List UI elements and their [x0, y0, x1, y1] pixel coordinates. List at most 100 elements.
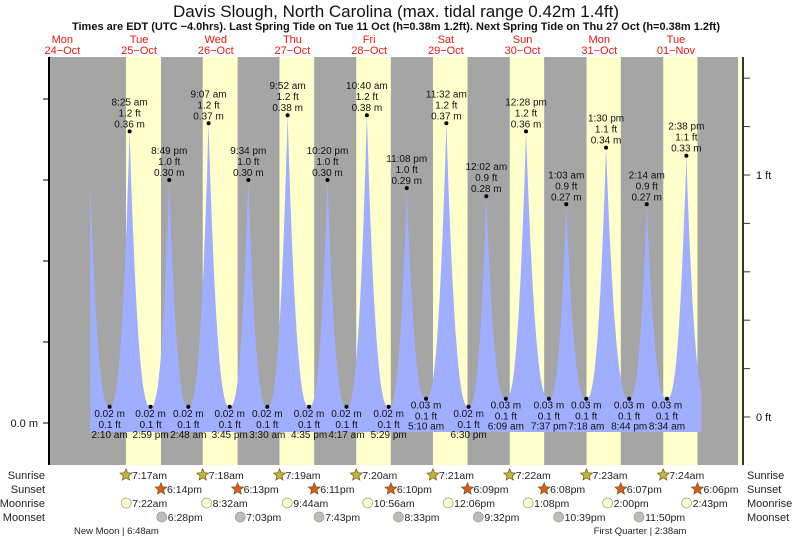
high-tide-label: 12:02 am: [465, 162, 507, 173]
sunrise-time: 7:17am: [132, 470, 167, 482]
low-tide-label: 6:09 am: [488, 422, 524, 433]
moonrise-time: 2:43pm: [693, 498, 728, 510]
low-tide-label: 0.03 m: [571, 401, 602, 412]
high-tide-label: 1.2 ft: [277, 92, 299, 103]
day-label: Tue: [667, 34, 686, 46]
high-tide-point: [524, 129, 529, 134]
date-label: 25−Oct: [121, 45, 157, 57]
high-tide-label: 0.27 m: [551, 192, 582, 203]
moonrise-time: 12:06pm: [454, 498, 495, 510]
high-tide-label: 1.0 ft: [396, 165, 418, 176]
chart-subtitle: Times are EDT (UTC −4.0hrs). Last Spring…: [72, 21, 720, 33]
high-tide-label: 0.29 m: [391, 176, 422, 187]
sunset-time: 6:11pm: [320, 484, 354, 496]
low-tide-label: 0.03 m: [534, 401, 565, 412]
low-tide-label: 0.02 m: [373, 409, 404, 420]
moonrise-icon: [442, 497, 454, 509]
high-tide-label: 8:49 pm: [151, 146, 187, 157]
sunrise-icon: [656, 467, 670, 481]
high-tide-point: [404, 186, 409, 191]
high-tide-point: [127, 129, 132, 134]
moonrise-time: 9:44am: [293, 498, 328, 510]
low-tide-label: 0.02 m: [331, 409, 362, 420]
moonrise-icon: [281, 497, 293, 509]
sunrise-time: 7:18am: [209, 470, 244, 482]
low-tide-label: 3:30 am: [249, 430, 285, 441]
sunset-icon: [460, 481, 475, 495]
sunset-icon: [307, 481, 321, 495]
sunrise-time: 7:23am: [592, 470, 627, 482]
low-tide-label: 0.1 ft: [618, 412, 640, 423]
moonrise-icon: [522, 497, 534, 509]
sunset-icon: [537, 481, 551, 495]
high-tide-label: 0.27 m: [631, 192, 662, 203]
sunset-icon: [614, 481, 628, 495]
low-tide-label: 0.1 ft: [656, 412, 678, 423]
sunset-row-label-right: Sunset: [747, 484, 781, 496]
high-tide-label: 11:32 am: [426, 89, 467, 100]
low-tide-point: [186, 404, 191, 409]
low-tide-label: 4:17 am: [328, 430, 364, 441]
moonset-icon: [313, 511, 325, 523]
low-tide-label: 3:45 pm: [212, 430, 248, 441]
moonrise-row-label-right: Moonrise: [747, 498, 792, 510]
low-tide-point: [664, 396, 669, 401]
sunset-time: 6:14pm: [167, 484, 202, 496]
moon-phase-label: First Quarter | 2:38am: [594, 526, 687, 537]
high-tide-label: 0.9 ft: [636, 181, 658, 192]
high-tide-label: 0.38 m: [272, 103, 303, 114]
moonrise-row-label: Moonrise: [0, 498, 45, 510]
sunset-icon: [230, 481, 245, 495]
high-tide-label: 0.36 m: [511, 119, 542, 130]
sunrise-row-label: Sunrise: [8, 470, 45, 482]
low-tide-point: [503, 396, 508, 401]
sunrise-time: 7:19am: [285, 470, 320, 482]
low-tide-label: 0.1 ft: [98, 420, 120, 431]
low-tide-label: 5:10 am: [408, 422, 444, 433]
low-tide-point: [307, 404, 312, 409]
high-tide-label: 0.28 m: [471, 184, 502, 195]
high-tide-label: 1.0 ft: [158, 157, 180, 168]
high-tide-label: 9:07 am: [190, 89, 226, 100]
date-label: 29−Oct: [428, 45, 464, 57]
sunset-icon: [154, 481, 168, 495]
sunrise-icon: [349, 467, 363, 481]
tide-area: [90, 115, 702, 432]
low-tide-label: 7:37 pm: [531, 422, 567, 433]
high-tide-label: 1.1 ft: [595, 125, 617, 136]
moonset-row-label: Moonset: [3, 512, 45, 524]
moonset-time: 11:50pm: [645, 512, 685, 524]
right-axis-label: 0 ft: [756, 412, 771, 424]
high-tide-label: 1.2 ft: [435, 100, 457, 111]
high-tide-label: 0.36 m: [114, 119, 145, 130]
moonset-time: 7:43pm: [325, 512, 360, 524]
low-tide-point: [584, 396, 589, 401]
high-tide-label: 10:20 pm: [307, 146, 349, 157]
high-tide-label: 0.30 m: [154, 168, 185, 179]
low-tide-point: [424, 396, 429, 401]
sunrise-icon: [195, 467, 210, 481]
high-tide-point: [604, 145, 609, 150]
moonrise-time: 1:08pm: [534, 498, 569, 510]
axes: 0.0 m 0 ft 1 ft: [10, 57, 771, 465]
low-tide-label: 0.02 m: [135, 409, 166, 420]
low-tide-label: 0.1 ft: [177, 420, 199, 431]
high-tide-point: [206, 121, 211, 126]
sunset-row-label: Sunset: [11, 484, 45, 496]
low-tide-label: 5:29 pm: [371, 430, 407, 441]
sunrise-icon: [579, 467, 594, 481]
low-tide-label: 0.1 ft: [298, 420, 320, 431]
low-tide-label: 0.1 ft: [575, 412, 597, 423]
moonset-time: 6:28pm: [168, 512, 203, 524]
moonset-icon: [472, 511, 484, 523]
high-tide-label: 2:14 am: [629, 170, 665, 181]
low-tide-point: [466, 404, 471, 409]
high-tide-label: 2:38 pm: [668, 122, 704, 133]
low-tide-label: 0.02 m: [94, 409, 125, 420]
high-tide-label: 1.0 ft: [316, 157, 338, 168]
high-tide-label: 1:30 pm: [588, 114, 624, 125]
moonrise-icon: [602, 497, 613, 509]
low-tide-label: 0.1 ft: [256, 420, 278, 431]
sunrise-icon: [272, 467, 287, 481]
